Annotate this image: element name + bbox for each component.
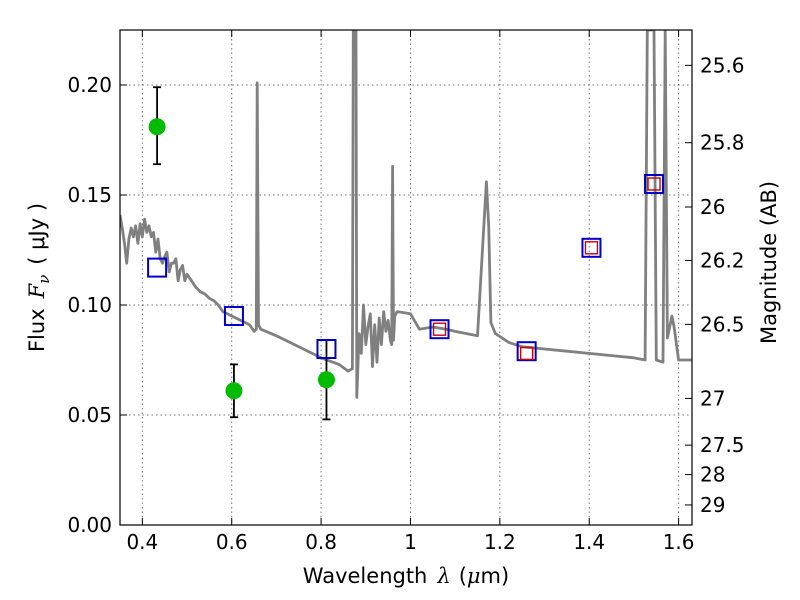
observed-point (148, 118, 166, 136)
prediction-square (584, 241, 599, 255)
x-tick-label: 1.2 (484, 530, 516, 554)
mag-tick-label: 27.5 (700, 433, 745, 457)
observed-point (317, 371, 335, 389)
plot-area (120, 30, 692, 421)
x-tick-label: 1.6 (663, 530, 695, 554)
y-tick-label: 0.15 (67, 183, 112, 207)
x-tick-label: 0.4 (126, 530, 158, 554)
model-square (429, 319, 450, 340)
mag-tick-label: 25.6 (700, 53, 745, 77)
model-square (223, 306, 244, 326)
y-axis-label-right: Magnitude (AB) (757, 181, 781, 344)
observed-point (225, 382, 243, 400)
mag-tick-label: 25.8 (700, 131, 745, 155)
model-square (644, 174, 665, 194)
grid (120, 30, 692, 526)
mag-tick-label: 26.5 (700, 312, 745, 336)
model-square (581, 237, 602, 258)
y-tick-label: 0.20 (67, 73, 112, 97)
prediction-square (432, 322, 447, 336)
x-tick-label: 0.8 (305, 530, 337, 554)
x-tick-label: 1 (404, 530, 417, 554)
x-tick-label: 1.4 (573, 530, 605, 554)
y-tick-label: 0.10 (67, 293, 112, 317)
model-square (316, 339, 337, 359)
x-axis-label: Wavelength λ (μm) (303, 564, 509, 588)
mag-tick-label: 29 (700, 493, 725, 517)
y-tick-label: 0.05 (67, 403, 112, 427)
y-tick-label: 0.00 (67, 513, 112, 537)
prediction-square (519, 346, 534, 361)
mag-tick-label: 26.2 (700, 249, 745, 273)
mag-tick-label: 27 (700, 386, 725, 410)
y-axis-label-left: FluxFν( μJy ) (25, 203, 53, 352)
x-tick-label: 0.6 (216, 530, 248, 554)
model-square (147, 257, 168, 278)
prediction-square (647, 177, 661, 191)
mag-tick-label: 28 (700, 463, 725, 487)
axis-ticks: 0.4 0.6 0.8 1 1.2 1.4 1.6 0.00 0.05 0.10 0.15 0.20 2… (67, 30, 745, 554)
plot-frame (119, 29, 693, 526)
model-square (516, 341, 537, 362)
mag-tick-label: 26 (700, 195, 725, 219)
